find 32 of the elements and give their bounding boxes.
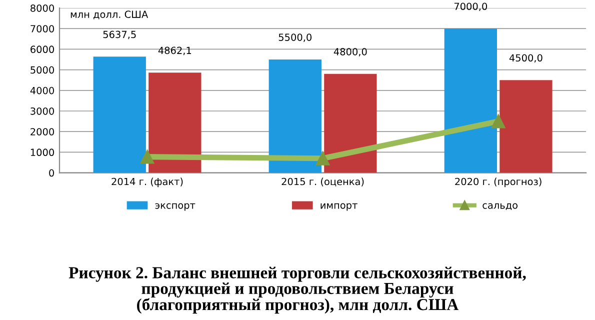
x-tick-label: 2015 г. (оценка): [282, 178, 364, 186]
legend-label: экспорт: [155, 203, 196, 211]
data-label: 5500,0: [278, 34, 312, 42]
bar: [93, 56, 146, 173]
y-tick-label: 0: [49, 169, 54, 177]
legend-label: сальдо: [482, 203, 518, 210]
text: Рисунок 2. Баланс внешней торговли сельскохозяйственной, продукцией и продовольствием Беларуси (благоприятный прогноз), млн долл. США: [68, 266, 526, 314]
y-tick-label: 3000: [30, 107, 54, 115]
point: [491, 114, 506, 128]
x-tick-label: 2020 г. (прогноз): [455, 178, 542, 188]
point: [316, 151, 330, 166]
data-label: 4862,1: [158, 46, 192, 56]
y-tick-label: 6000: [30, 46, 54, 54]
x-tick-label: 2014 г. (факт): [112, 178, 183, 188]
bar: [324, 74, 377, 173]
data-label: 7000,0: [454, 2, 488, 12]
y-tick-label: 2000: [30, 128, 54, 136]
bar: [500, 80, 552, 173]
bar: [148, 72, 202, 173]
data-label: 5637,5: [103, 30, 136, 40]
y-tick-label: 8000: [30, 4, 54, 12]
y-tick-label: 5000: [30, 66, 54, 74]
bar: [268, 60, 322, 173]
y-tick-label: 4000: [30, 86, 54, 94]
data-label: 4500,0: [509, 54, 542, 63]
y-axis-title: млн долл. США: [70, 10, 148, 20]
legend-label: импорт: [320, 203, 358, 211]
data-label: 4800,0: [334, 48, 367, 56]
y-tick-label: 1000: [30, 148, 54, 156]
y-tick-label: 7000: [30, 25, 54, 32]
point: [140, 150, 154, 164]
bar: [444, 28, 497, 173]
